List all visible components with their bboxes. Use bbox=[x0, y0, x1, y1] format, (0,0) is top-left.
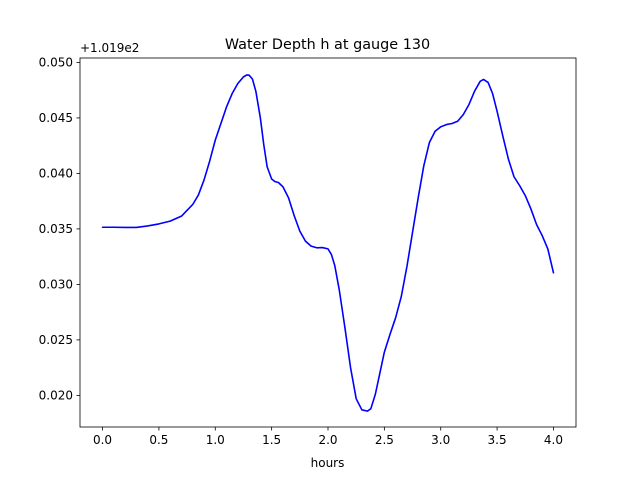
x-tick-label: 1.5 bbox=[262, 433, 281, 447]
x-axis-label: hours bbox=[311, 456, 345, 470]
x-tick-label: 3.0 bbox=[431, 433, 450, 447]
x-tick-label: 4.0 bbox=[544, 433, 563, 447]
x-tick-label: 1.0 bbox=[206, 433, 225, 447]
series-line-0 bbox=[101, 74, 555, 412]
y-tick-label: 0.030 bbox=[39, 278, 73, 292]
y-axis: 0.020 0.025 0.030 0.035 0.040 0.045 0.050 bbox=[39, 56, 80, 403]
y-tick-label: 0.020 bbox=[39, 389, 73, 403]
plot-area bbox=[80, 58, 576, 427]
y-tick-label: 0.050 bbox=[39, 56, 73, 70]
y-tick-label: 0.040 bbox=[39, 167, 73, 181]
series-layer bbox=[101, 74, 555, 412]
chart-title: Water Depth h at gauge 130 bbox=[225, 37, 430, 53]
y-axis-offset-text: +1.019e2 bbox=[80, 41, 139, 55]
x-axis: 0.0 0.5 1.0 1.5 2.0 2.5 3.0 3.5 4.0 bbox=[93, 427, 563, 447]
y-tick-label: 0.035 bbox=[39, 222, 73, 236]
x-tick-label: 0.0 bbox=[93, 433, 112, 447]
x-tick-label: 2.0 bbox=[318, 433, 337, 447]
x-tick-label: 0.5 bbox=[149, 433, 168, 447]
y-tick-label: 0.025 bbox=[39, 333, 73, 347]
y-tick-label: 0.045 bbox=[39, 111, 73, 125]
x-tick-label: 2.5 bbox=[375, 433, 394, 447]
x-tick-label: 3.5 bbox=[488, 433, 507, 447]
